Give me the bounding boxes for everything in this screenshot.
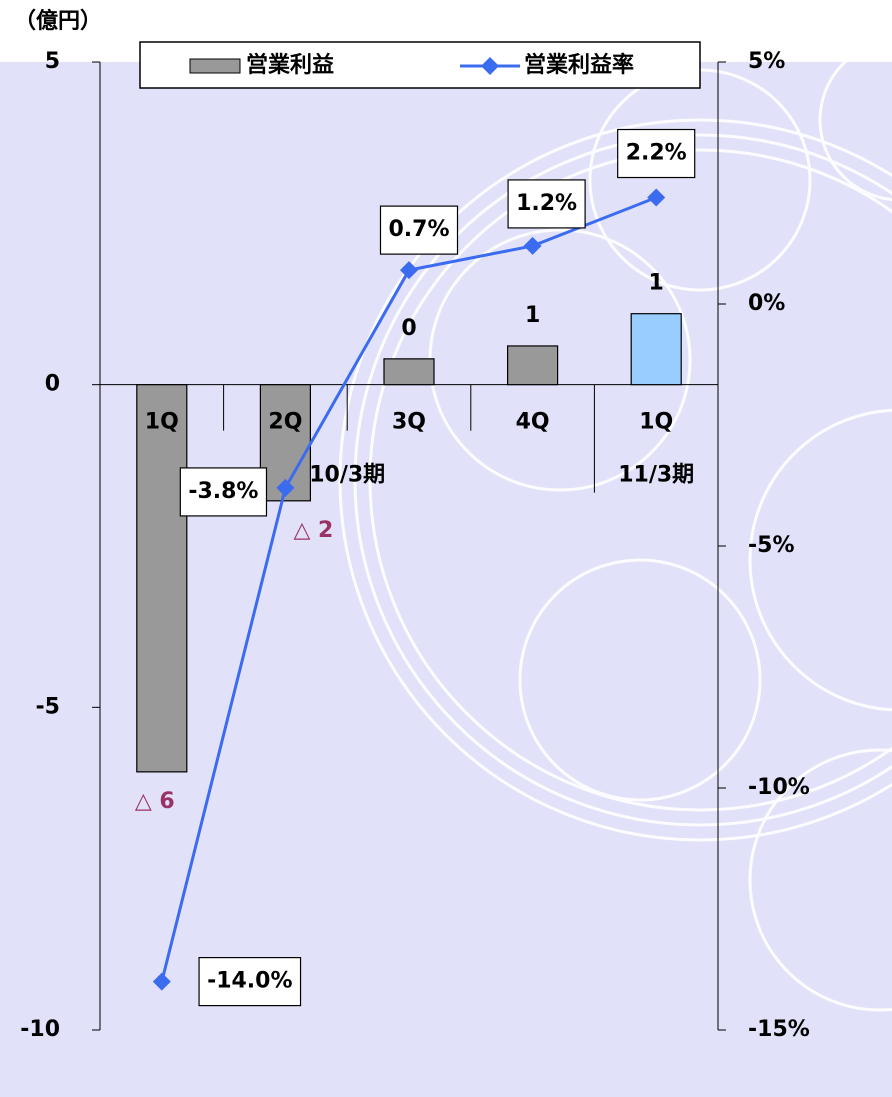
bar: [631, 314, 681, 385]
bar: [137, 385, 187, 772]
y-tick-label: -10: [20, 1017, 60, 1042]
legend-label: 営業利益: [246, 52, 334, 78]
value-label: -3.8%: [180, 468, 266, 516]
bar: [384, 359, 434, 385]
bar-value-label: 1: [649, 271, 664, 296]
x-tick-label: 3Q: [392, 410, 426, 435]
chart: （億円） 営業利益 営業利益率 -10 -5 0 5 -15% -10% -5% 0% 5% 10/…: [0, 0, 892, 1097]
bar-value-label: 0: [401, 316, 416, 341]
line-value-label: -3.8%: [188, 479, 258, 504]
y-tick-label: 0: [45, 372, 60, 397]
y-tick-label: -5: [36, 694, 60, 719]
y-axis-title: （億円）: [14, 8, 102, 34]
line-value-label: -14.0%: [207, 969, 292, 994]
value-label: -14.0%: [199, 958, 300, 1006]
line-value-label: 1.2%: [516, 191, 577, 216]
value-label: 0.7%: [380, 206, 457, 254]
bar-value-label: △ 6: [135, 789, 175, 814]
group-label: 11/3期: [618, 463, 694, 488]
y2-tick-label: -5%: [748, 533, 794, 558]
value-label: 2.2%: [618, 130, 695, 178]
bar: [508, 346, 558, 385]
legend-swatch: [190, 59, 240, 73]
line-value-label: 2.2%: [626, 141, 687, 166]
x-tick-label: 1Q: [145, 410, 179, 435]
bar-value-label: 1: [525, 303, 540, 328]
y2-tick-label: 5%: [748, 49, 785, 74]
group-label: 10/3期: [309, 463, 385, 488]
line-value-label: 0.7%: [388, 217, 449, 242]
y2-tick-label: -15%: [748, 1017, 810, 1042]
legend: 営業利益 営業利益率: [140, 42, 700, 88]
x-tick-label: 1Q: [639, 410, 673, 435]
bar-value-label: △ 2: [293, 518, 333, 543]
y2-tick-label: 0%: [748, 291, 785, 316]
y2-tick-label: -10%: [748, 775, 810, 800]
value-label: 1.2%: [508, 180, 585, 228]
x-tick-label: 4Q: [516, 410, 550, 435]
y-tick-label: 5: [45, 49, 60, 74]
x-tick-label: 2Q: [268, 410, 302, 435]
legend-label: 営業利益率: [524, 52, 634, 78]
